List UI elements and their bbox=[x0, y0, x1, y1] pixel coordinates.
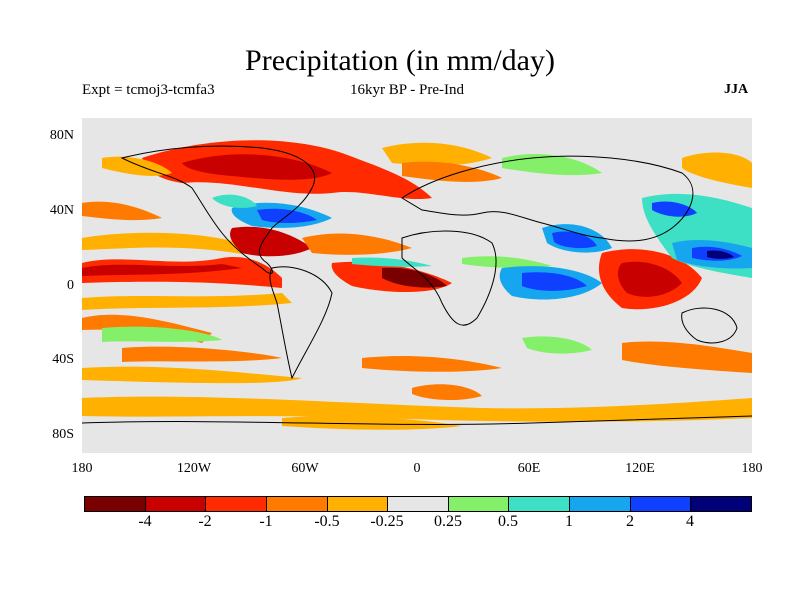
colorbar-segment-4 bbox=[327, 497, 389, 511]
colorbar-label-4: -0.25 bbox=[370, 513, 404, 530]
map-title: Precipitation (in mm/day) bbox=[245, 44, 555, 77]
colorbar-segment-0 bbox=[85, 497, 146, 511]
colorbar bbox=[84, 496, 752, 512]
colorbar-segment-8 bbox=[570, 497, 631, 511]
colorbar-label-1: -2 bbox=[198, 513, 212, 530]
lat-label-80n: 80N bbox=[49, 128, 74, 143]
colorbar-segment-5 bbox=[388, 497, 449, 511]
colorbar-segment-10 bbox=[691, 497, 752, 511]
colorbar-label-8: 2 bbox=[626, 513, 634, 530]
colorbar-label-6: 0.5 bbox=[498, 513, 518, 530]
colorbar-label-9: 4 bbox=[686, 513, 694, 530]
lon-label-180e: 180 bbox=[741, 461, 763, 476]
colorbar-segment-1 bbox=[145, 497, 207, 511]
lat-label-40n: 40N bbox=[49, 203, 74, 218]
colorbar-label-2: -1 bbox=[259, 513, 273, 530]
colorbar-label-5: 0.25 bbox=[434, 513, 462, 530]
lon-label-0: 0 bbox=[413, 461, 421, 476]
lon-label-60e: 60E bbox=[517, 461, 541, 476]
season-label: JJA bbox=[724, 82, 749, 97]
colorbar-segment-9 bbox=[630, 497, 692, 511]
lat-label-eq: 0 bbox=[67, 278, 74, 293]
colorbar-label-3: -0.5 bbox=[314, 513, 340, 530]
lat-label-80s: 80S bbox=[52, 427, 74, 442]
lon-label-120e: 120E bbox=[625, 461, 655, 476]
lat-label-40s: 40S bbox=[52, 352, 74, 367]
period-label: 16kyr BP - Pre-Ind bbox=[350, 82, 465, 98]
colorbar-segment-3 bbox=[266, 497, 328, 511]
colorbar-segment-7 bbox=[509, 497, 571, 511]
colorbar-segment-2 bbox=[206, 497, 267, 511]
lon-label-180w: 180 bbox=[71, 461, 93, 476]
precipitation-map bbox=[82, 118, 752, 453]
lon-label-60w: 60W bbox=[291, 461, 319, 476]
colorbar-label-7: 1 bbox=[565, 513, 573, 530]
lon-label-120w: 120W bbox=[176, 461, 212, 476]
colorbar-segment-6 bbox=[448, 497, 510, 511]
experiment-label: Expt = tcmoj3-tcmfa3 bbox=[82, 82, 215, 98]
colorbar-label-0: -4 bbox=[138, 513, 152, 530]
